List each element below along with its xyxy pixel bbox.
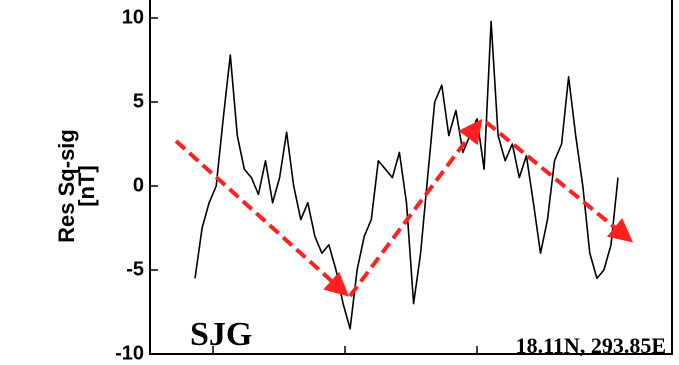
y-label-line: [nT] bbox=[74, 165, 99, 207]
x-ticks bbox=[212, 346, 610, 354]
y-axis-label: Res Sq-sig [nT] bbox=[54, 129, 99, 243]
plot-area bbox=[149, 0, 673, 355]
y-tick-label: -10 bbox=[115, 342, 144, 364]
y-tick-label: -5 bbox=[126, 258, 144, 280]
y-label-line: Res Sq-sig bbox=[54, 129, 79, 243]
y-tick-label: 0 bbox=[133, 174, 144, 196]
y-tick-label: 5 bbox=[133, 90, 144, 112]
trend-arrows bbox=[174, 118, 634, 298]
data-line bbox=[194, 20, 619, 330]
plot-frame bbox=[149, 0, 673, 355]
coordinates-label: 18.11N, 293.85E bbox=[516, 333, 666, 358]
y-tick-label: 10 bbox=[122, 6, 144, 28]
station-label: SJG bbox=[190, 316, 252, 353]
